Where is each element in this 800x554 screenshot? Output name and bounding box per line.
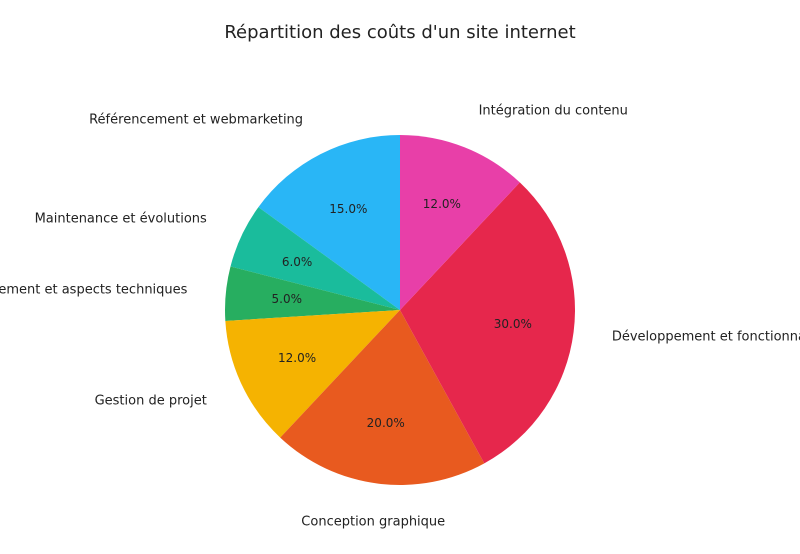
pie-chart-container: Répartition des coûts d'un site internet… bbox=[0, 0, 800, 554]
pie-chart-svg bbox=[0, 0, 800, 554]
